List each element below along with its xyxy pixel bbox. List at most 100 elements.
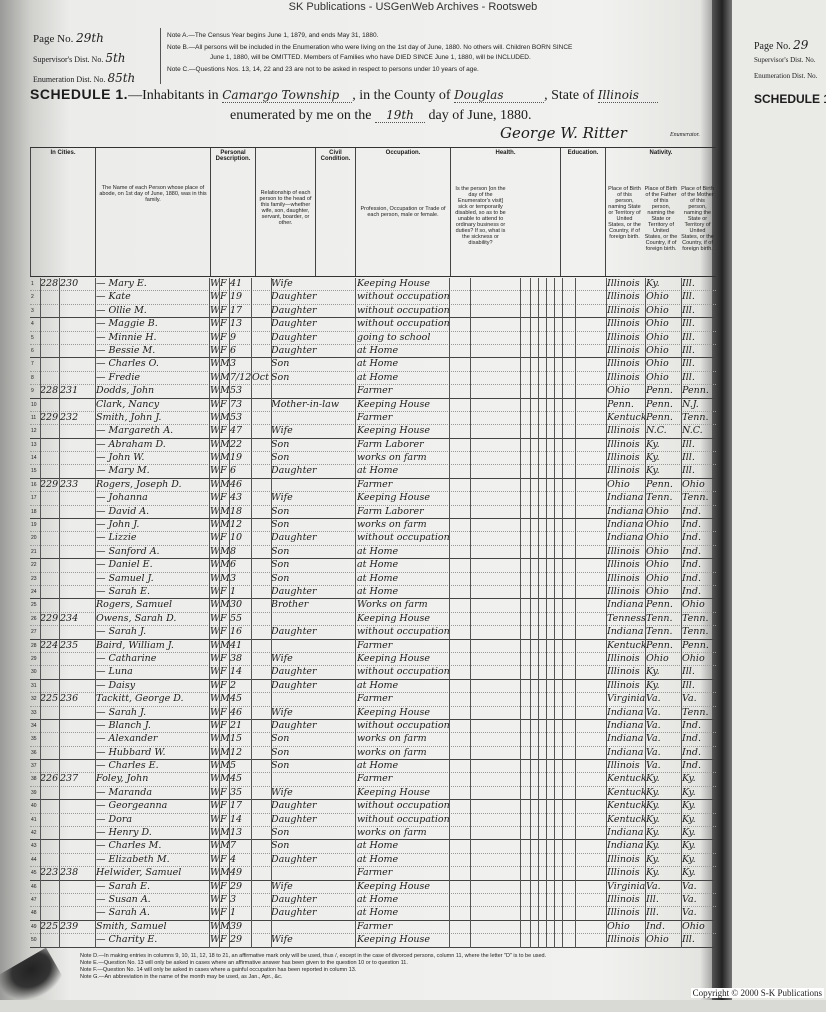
person-name: Foley, John <box>96 773 149 785</box>
mother-birthplace: Va. <box>682 693 697 705</box>
column-rule <box>40 278 41 948</box>
relationship: Daughter <box>271 853 317 865</box>
person-name: — John J. <box>96 519 140 531</box>
person-name: Dodds, John <box>96 385 155 397</box>
mother-birthplace: Ind. <box>682 760 701 772</box>
birth-month: Oct <box>252 371 269 383</box>
color: W <box>210 652 220 664</box>
sex: F <box>220 880 227 892</box>
dwelling-number <box>40 318 58 330</box>
birthplace: Illinois <box>607 572 640 584</box>
birthplace: Indiana <box>607 599 644 611</box>
dwelling-number <box>40 465 58 477</box>
father-birthplace: Ohio <box>646 934 669 946</box>
table-row: 43— Charles M. W M 7 Son at Home Indiana Ky. Ky. <box>30 840 716 854</box>
age: 45 <box>230 693 243 705</box>
occupation: at Home <box>357 371 399 383</box>
family-number <box>60 934 80 946</box>
dwelling-number <box>40 934 58 946</box>
birthplace: Tennessee <box>607 612 645 624</box>
color: W <box>210 719 220 731</box>
occupation: at Home <box>357 585 399 597</box>
birthplace: Indiana <box>607 733 644 745</box>
occupation: without occupation <box>357 291 449 303</box>
mother-birthplace: Va. <box>682 880 697 892</box>
dwelling-number <box>40 532 58 544</box>
sex: M <box>220 371 230 383</box>
occupation: without occupation <box>357 719 449 731</box>
right-page-label: Page No. <box>754 41 791 52</box>
relationship: Daughter <box>271 626 317 638</box>
relationship: Mother-in-law <box>271 398 339 410</box>
relationship: Son <box>271 358 290 370</box>
relationship: Son <box>271 760 290 772</box>
color: W <box>210 532 220 544</box>
table-row: 26 229 234 Owens, Sarah D. W F 55 Keeping House… <box>30 612 716 627</box>
row-number: 24 <box>31 588 37 595</box>
person-name: — Sarah A. <box>96 907 150 919</box>
relationship: Daughter <box>271 344 317 356</box>
relationship: Son <box>271 559 290 571</box>
family-number: 234 <box>60 612 79 624</box>
father-birthplace: Ky. <box>646 773 660 785</box>
schedule-line: SCHEDULE 1.—Inhabitants in Camargo Towns… <box>30 86 658 104</box>
father-birthplace: Ky. <box>646 278 660 289</box>
relationship: Son <box>271 519 290 531</box>
dwelling-number <box>40 666 58 678</box>
sex: M <box>220 867 230 879</box>
table-row: 17— Johanna W F 43 Wife Keeping House Indiana T… <box>30 492 716 506</box>
person-name: — Maggie B. <box>96 318 158 330</box>
mother-birthplace: Ind. <box>682 559 701 571</box>
relationship: Wife <box>271 880 293 892</box>
dwelling-number: 228 <box>40 278 58 289</box>
row-number: 20 <box>31 535 37 542</box>
color: W <box>210 907 220 919</box>
occupation: Farmer <box>357 920 393 932</box>
sex: F <box>220 813 227 825</box>
day-suffix: day of June, 1880. <box>428 108 532 123</box>
right-page: Page No. 29 Supervisor's Dist. No. Enume… <box>732 0 826 1000</box>
family-number <box>60 599 80 611</box>
dwelling-number <box>40 599 58 611</box>
person-name: — Sarah J. <box>96 626 147 638</box>
person-name: — Daisy <box>96 679 136 691</box>
birthplace: Kentucky <box>607 813 645 825</box>
column-rule <box>562 278 563 948</box>
color: W <box>210 291 220 303</box>
relationship: Son <box>271 438 290 450</box>
birthplace: Illinois <box>607 585 640 597</box>
age: 16 <box>230 626 243 638</box>
dwelling-number: 225 <box>40 920 58 932</box>
dwelling-number <box>40 506 58 518</box>
row-number: 5 <box>31 334 34 341</box>
county-label: , in the County of <box>352 88 451 103</box>
birthplace: Illinois <box>607 452 640 464</box>
occupation: Keeping House <box>357 880 431 892</box>
color: W <box>210 465 220 477</box>
sex: F <box>220 291 227 303</box>
age: 46 <box>230 478 243 490</box>
family-number: 237 <box>60 773 79 785</box>
dwelling-number: 225 <box>40 693 58 705</box>
person-name: — Catharine <box>96 652 157 664</box>
sex: M <box>220 519 230 531</box>
table-row: 23 — Samuel J. W M 3 Son at Home Illinois Ohio In… <box>30 573 716 586</box>
sex: M <box>220 545 230 557</box>
family-number <box>60 358 80 370</box>
family-number <box>60 720 80 732</box>
inhabitants-label: —Inhabitants in <box>128 88 219 103</box>
age: 53 <box>230 411 243 423</box>
age: 2 <box>230 679 237 691</box>
relationship <box>271 867 355 879</box>
color: W <box>210 853 220 865</box>
table-row: 6— Bessie M. W F 6 Daughter at Home Illinois Oh… <box>30 344 716 359</box>
table-row: 21 — Sanford A. W M 8 Son at Home Illinois Ohio I… <box>30 545 716 560</box>
right-page-value: 29 <box>793 38 809 52</box>
age: 1 <box>230 585 237 597</box>
dwelling-number <box>40 881 58 893</box>
table-row: 45 223 238 Helwider, Samuel W M 49 Farmer Illino… <box>30 867 716 881</box>
age: 21 <box>230 719 243 731</box>
age: 18 <box>230 505 243 517</box>
father-birthplace: Ky. <box>646 813 660 825</box>
